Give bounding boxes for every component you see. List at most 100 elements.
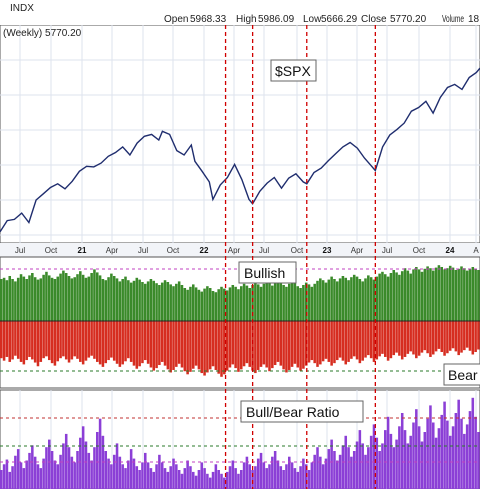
ratio-bar <box>465 424 469 489</box>
bearish-bar <box>299 321 302 371</box>
bullish-bar <box>169 284 172 321</box>
bullish-bar <box>307 284 311 321</box>
bullish-bar <box>220 286 223 321</box>
bullish-bar <box>434 267 438 321</box>
bearish-bar <box>254 321 257 374</box>
bearish-bar <box>251 321 254 371</box>
ratio-bar <box>417 426 421 489</box>
ratio-bar <box>451 426 455 489</box>
price-panel-label: (Weekly) 5770.20 <box>3 28 82 39</box>
bullish-bar <box>400 271 404 321</box>
bullish-bar <box>369 277 373 321</box>
bullish-bar <box>336 281 339 321</box>
ratio-bar <box>8 471 12 489</box>
ratio-bar <box>364 454 367 489</box>
ratio-bar <box>146 462 150 489</box>
ratio-bar <box>42 458 45 489</box>
spx-annotation-box <box>270 59 317 82</box>
bearish-bar <box>186 321 189 375</box>
ratio-bar <box>477 432 480 489</box>
ratio-bar <box>225 471 229 489</box>
ratio-bar <box>242 462 246 489</box>
bearish-bar <box>392 321 396 356</box>
ratio-bar <box>423 432 427 489</box>
bearish-bar <box>87 321 91 358</box>
bearish-bar <box>369 321 373 359</box>
bearish-bar <box>206 321 209 373</box>
bullish-bar <box>321 280 325 321</box>
ratio-bar <box>251 470 254 489</box>
ratio-bar <box>36 464 40 489</box>
bullish-bar <box>183 288 187 321</box>
bullish-bar <box>375 276 379 321</box>
bearish-bar <box>245 321 249 364</box>
spx-annotation: $SPX <box>275 63 311 79</box>
bearish-bar <box>417 321 421 356</box>
high-value: 5986.09 <box>258 14 295 25</box>
bullish-bar <box>180 285 184 321</box>
bearish-bar <box>256 321 260 370</box>
bullish-bar <box>73 277 76 321</box>
bearish-bar <box>273 321 277 366</box>
bearish-bar <box>141 321 144 364</box>
x-axis-ticks: Jul Oct 21 Apr Jul Oct 22 Apr Jul Oct 23 Apr Jul Oct 2… <box>15 246 479 255</box>
bullish-bar <box>448 265 452 321</box>
bullish-bar <box>67 276 71 321</box>
bearish-bar <box>152 321 156 371</box>
bullish-bar <box>403 268 407 321</box>
bearish-bar <box>262 321 266 365</box>
bearish-bar <box>45 321 48 357</box>
ratio-bar <box>378 451 381 489</box>
bearish-bar <box>56 321 60 362</box>
bearish-bar <box>268 321 271 372</box>
ratio-bar <box>67 447 71 489</box>
bullish-bar <box>36 279 40 321</box>
ratio-bar <box>446 420 449 489</box>
bullish-bar <box>460 266 463 321</box>
bearish-bar <box>460 321 463 353</box>
bullish-bar <box>327 279 331 321</box>
bearish-bar <box>463 321 466 351</box>
bearish-bar <box>135 321 139 369</box>
bearish-bar <box>160 321 164 362</box>
bullish-bar <box>39 278 43 321</box>
bullish-bar <box>293 283 297 321</box>
ratio-bar <box>149 468 153 489</box>
ratio-bar <box>110 464 113 489</box>
bearish-bar <box>412 321 415 355</box>
bullish-bar <box>420 271 424 321</box>
bearish-bar <box>14 321 17 356</box>
bearish-bar <box>22 321 26 365</box>
bearish-bar <box>440 321 444 352</box>
ratio-bar <box>285 464 288 489</box>
bearish-bar <box>426 321 429 354</box>
bullish-bar <box>273 282 277 321</box>
ratio-bar <box>358 430 362 489</box>
ratio-bar <box>384 430 387 489</box>
ratio-bar <box>237 473 240 489</box>
open-value: 5968.33 <box>190 14 227 25</box>
ratio-bar <box>271 456 274 489</box>
bullish-bar <box>324 282 328 321</box>
bearish-bar <box>248 321 252 367</box>
bearish-bar <box>144 321 147 361</box>
bearish-bar <box>169 321 172 373</box>
bullish-bar <box>347 280 350 321</box>
bullish-bar <box>189 286 192 321</box>
bullish-bar <box>8 276 12 321</box>
axis-band <box>0 243 480 257</box>
bullish-bar <box>16 277 20 321</box>
bearish-bar <box>121 321 124 365</box>
bullish-bar <box>271 285 274 321</box>
bearish-bar <box>443 321 446 356</box>
bullish-bar <box>265 281 268 321</box>
bearish-bar <box>350 321 353 359</box>
ratio-bar <box>327 449 331 489</box>
bullish-bar <box>234 286 237 321</box>
bullish-bar <box>192 284 195 321</box>
ratio-bar <box>50 451 54 489</box>
bullish-bar <box>163 280 167 321</box>
bearish-bar <box>429 321 432 357</box>
ratio-bar <box>321 464 325 489</box>
